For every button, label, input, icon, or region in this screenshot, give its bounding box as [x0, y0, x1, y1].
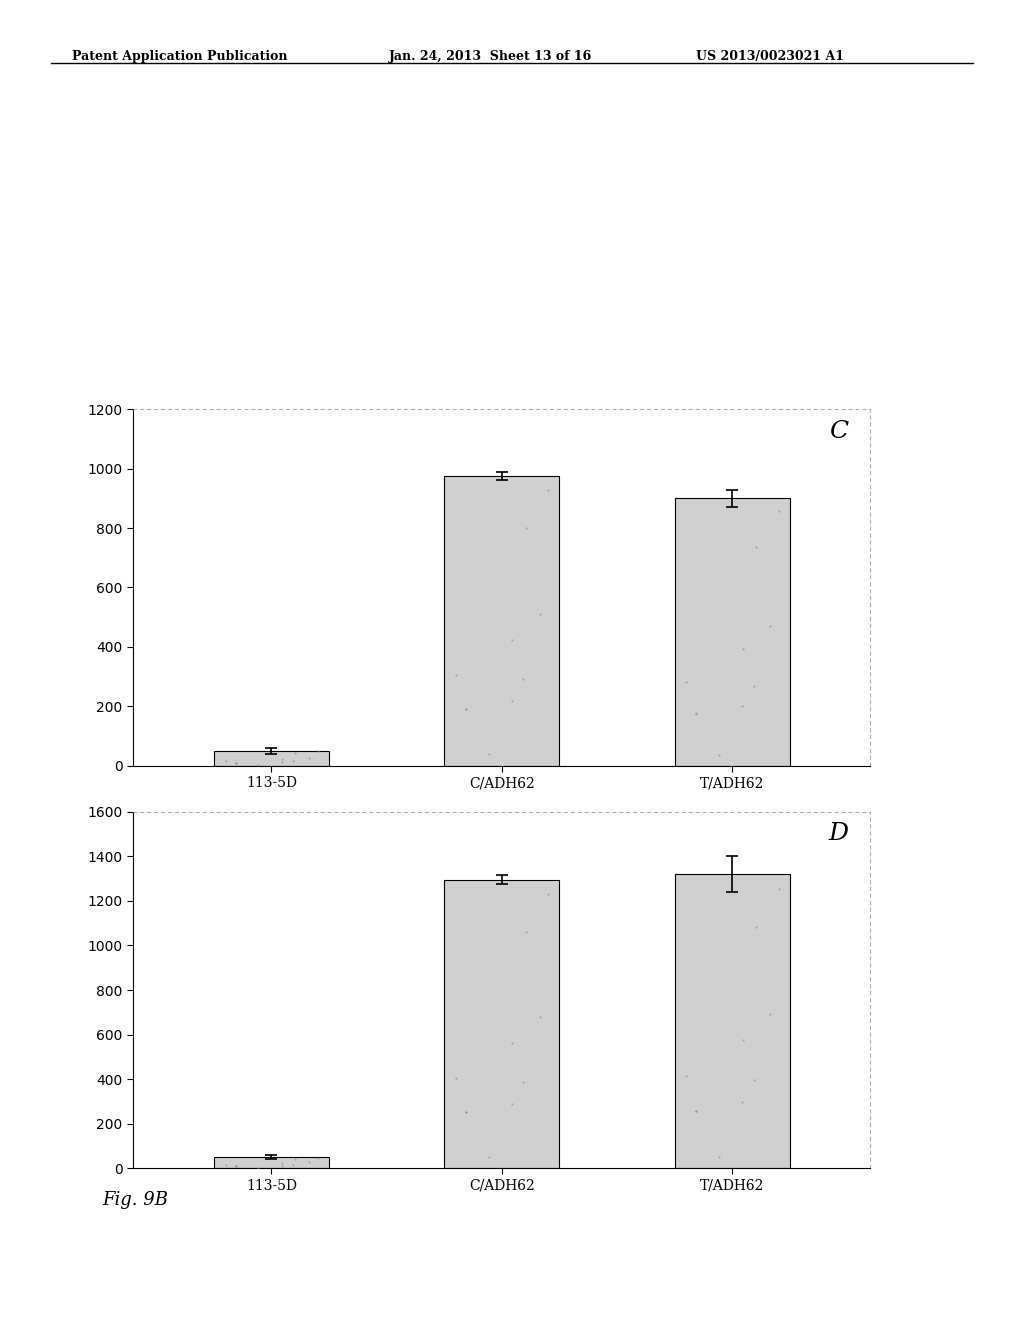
Point — [748, 917, 764, 939]
Point — [504, 1032, 520, 1053]
Point — [762, 615, 778, 636]
Text: Patent Application Publication: Patent Application Publication — [72, 50, 287, 63]
Point — [531, 603, 548, 624]
Point — [273, 751, 290, 772]
Point — [688, 1100, 705, 1121]
Point — [250, 1158, 266, 1179]
Text: Fig. 9B: Fig. 9B — [102, 1191, 168, 1209]
Bar — [214, 751, 329, 766]
Point — [447, 1068, 464, 1089]
Point — [287, 743, 303, 764]
Text: Jan. 24, 2013  Sheet 13 of 16: Jan. 24, 2013 Sheet 13 of 16 — [389, 50, 592, 63]
Bar — [444, 477, 559, 766]
Point — [771, 878, 787, 899]
Point — [688, 1101, 705, 1122]
Bar — [444, 879, 559, 1168]
Text: US 2013/0023021 A1: US 2013/0023021 A1 — [696, 50, 845, 63]
Point — [250, 755, 266, 776]
Point — [515, 1072, 531, 1093]
Point — [301, 1152, 317, 1173]
Point — [504, 690, 520, 711]
Point — [531, 1007, 548, 1028]
Point — [287, 1148, 303, 1170]
Point — [458, 698, 474, 719]
Point — [688, 702, 705, 723]
Point — [310, 741, 327, 762]
Point — [734, 1092, 751, 1113]
Point — [734, 696, 751, 717]
Point — [504, 1093, 520, 1114]
Point — [678, 672, 694, 693]
Point — [771, 500, 787, 521]
Point — [762, 1003, 778, 1024]
Point — [541, 883, 557, 904]
Point — [458, 1101, 474, 1122]
Point — [227, 1155, 244, 1176]
Point — [480, 1146, 497, 1167]
Point — [745, 1069, 762, 1090]
Point — [711, 744, 727, 766]
Text: C: C — [829, 420, 848, 444]
Point — [217, 750, 233, 771]
Point — [273, 1152, 290, 1173]
Point — [688, 704, 705, 725]
Point — [711, 1146, 727, 1167]
Bar — [214, 1158, 329, 1168]
Point — [458, 698, 474, 719]
Point — [504, 630, 520, 651]
Bar — [675, 874, 790, 1168]
Bar — [675, 498, 790, 766]
Point — [310, 1147, 327, 1168]
Point — [447, 665, 464, 686]
Point — [285, 1154, 301, 1175]
Point — [273, 748, 290, 770]
Point — [515, 668, 531, 689]
Point — [678, 1065, 694, 1086]
Point — [541, 479, 557, 500]
Point — [227, 752, 244, 774]
Point — [734, 1030, 751, 1051]
Point — [748, 536, 764, 557]
Point — [227, 752, 244, 774]
Point — [285, 751, 301, 772]
Point — [458, 1101, 474, 1122]
Point — [227, 1155, 244, 1176]
Point — [734, 639, 751, 660]
Point — [517, 921, 534, 942]
Point — [217, 1154, 233, 1175]
Point — [301, 747, 317, 768]
Point — [517, 517, 534, 539]
Text: D: D — [828, 822, 848, 846]
Point — [745, 675, 762, 696]
Point — [273, 1155, 290, 1176]
Point — [480, 743, 497, 764]
